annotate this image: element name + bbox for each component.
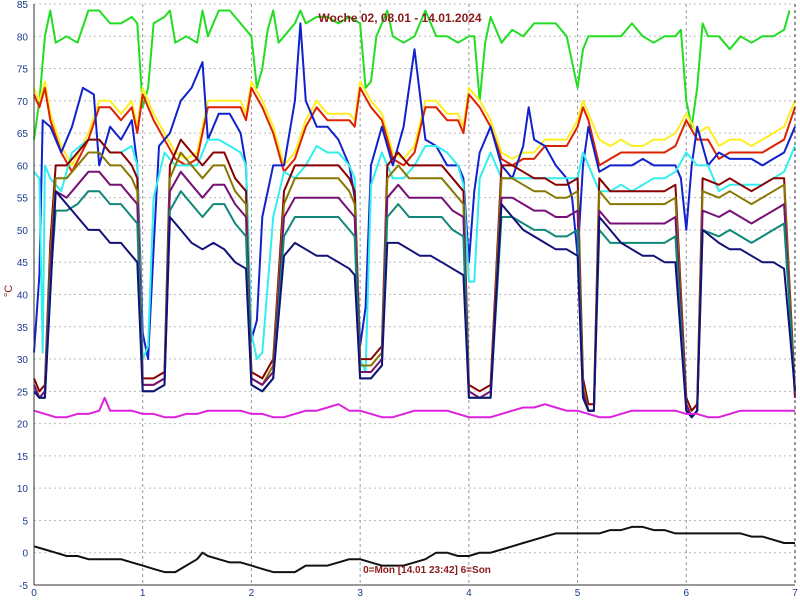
y-tick-label: 85 [17, 0, 29, 11]
y-tick-label: 30 [17, 355, 29, 366]
y-tick-label: 0 [22, 549, 28, 560]
series-line-10 [33, 396, 795, 419]
y-tick-label: 45 [17, 258, 29, 269]
labels: Woche 02, 08.01 - 14.01.2024 0=Mon [14.0… [3, 11, 491, 576]
x-tick-label: 5 [575, 588, 581, 599]
y-tick-label: 75 [17, 65, 29, 76]
y-tick-label: -5 [19, 581, 28, 592]
y-tick-label: 20 [17, 420, 29, 431]
x-tick-label: 3 [357, 588, 363, 599]
series-line-3 [33, 22, 796, 361]
x-tick-label: 6 [684, 588, 690, 599]
x-tick-label: 1 [140, 588, 146, 599]
x-tick-label: 4 [466, 588, 472, 599]
y-tick-label: 10 [17, 484, 29, 495]
y-tick-label: 60 [17, 161, 29, 172]
series-line-5 [33, 138, 796, 412]
y-tick-label: 15 [17, 452, 29, 463]
y-axis-label: °C [3, 285, 15, 297]
x-axis-label: 0=Mon [14.01 23:42] 6=Son [363, 565, 491, 576]
y-tick-label: 35 [17, 323, 29, 334]
series-line-0 [33, 9, 791, 140]
y-tick-label: 80 [17, 32, 29, 43]
series-line-1 [33, 80, 796, 167]
y-tick-label: 50 [17, 226, 29, 237]
x-tick-label: 7 [792, 588, 798, 599]
y-tick-label: 40 [17, 291, 29, 302]
x-tick-label: 0 [31, 588, 37, 599]
x-tick-label: 2 [249, 588, 255, 599]
series-layer [33, 9, 796, 574]
y-tick-label: 70 [17, 97, 29, 108]
y-tick-label: 55 [17, 194, 29, 205]
y-tick-label: 25 [17, 387, 29, 398]
y-tick-label: 5 [22, 516, 28, 527]
series-line-9 [33, 190, 796, 419]
y-tick-label: 65 [17, 129, 29, 140]
series-line-2 [33, 86, 796, 173]
series-line-7 [33, 170, 796, 419]
chart-title: Woche 02, 08.01 - 14.01.2024 [318, 11, 482, 25]
series-line-11 [33, 525, 795, 574]
